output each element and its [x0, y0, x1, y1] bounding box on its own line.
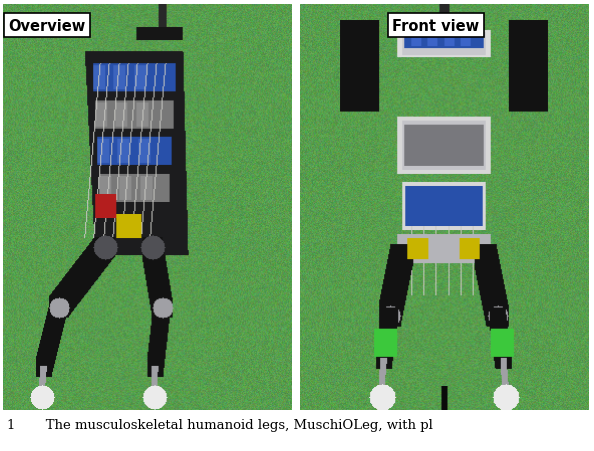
Text: The musculoskeletal humanoid legs, MuschiOLeg, with pl: The musculoskeletal humanoid legs, Musch…	[33, 418, 432, 431]
Text: 1: 1	[6, 418, 14, 431]
Text: Front view: Front view	[392, 18, 479, 34]
Text: Overview: Overview	[9, 18, 86, 34]
